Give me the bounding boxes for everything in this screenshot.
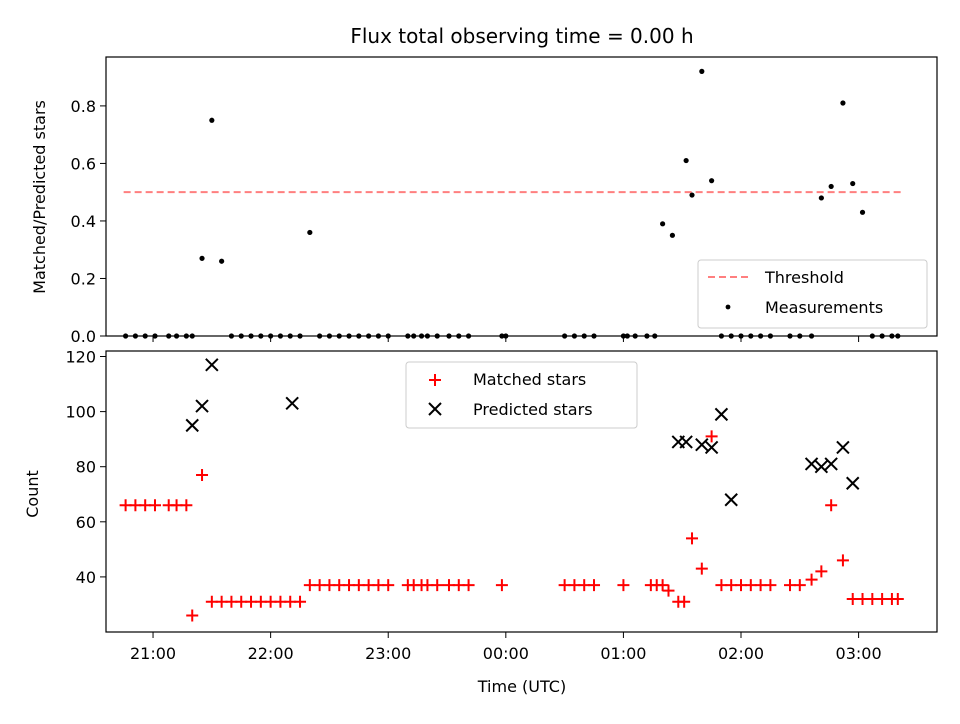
matched-star-point <box>656 579 669 592</box>
measurement-point <box>828 183 834 190</box>
matched-star-point <box>678 595 691 608</box>
top-y-axis-label: Matched/Predicted stars <box>30 100 49 294</box>
measurement-point <box>699 68 705 74</box>
top-y-ticks: 0.0 0.2 0.4 0.6 0.8 <box>71 97 106 346</box>
top-y-tick-label: 0.8 <box>71 97 96 116</box>
predicted-star-point <box>846 476 860 490</box>
matched-star-point <box>588 579 601 592</box>
bottom-plot-frame <box>105 350 938 633</box>
x-tick-label: 21:00 <box>130 644 176 663</box>
measurement-point <box>660 221 666 227</box>
matched-star-point <box>495 579 508 592</box>
matched-star-point <box>148 499 161 512</box>
measurement-point <box>709 178 715 184</box>
x-tick-label: 00:00 <box>483 644 529 663</box>
matched-star-point <box>825 499 838 512</box>
measurement-point <box>840 100 846 106</box>
top-y-tick-label: 0.4 <box>71 212 96 231</box>
bottom-y-axis-label: Count <box>23 470 42 518</box>
matched-star-point <box>686 532 699 545</box>
matched-star-point <box>462 579 475 592</box>
bottom-y-tick-label: 40 <box>76 568 96 587</box>
measurement-point <box>859 209 866 215</box>
top-legend: Threshold Measurements <box>697 259 928 329</box>
predicted-star-point <box>195 399 209 413</box>
x-tick-label: 23:00 <box>365 644 411 663</box>
x-axis-label: Time (UTC) <box>477 677 566 696</box>
measurement-point <box>209 117 215 123</box>
x-tick-label: 22:00 <box>248 644 294 663</box>
top-legend-box <box>697 259 928 329</box>
bottom-y-tick-label: 60 <box>76 513 96 532</box>
matched-star-point <box>431 579 444 592</box>
chart-title: Flux total observing time = 0.00 h <box>350 24 693 48</box>
bottom-legend-box <box>405 361 638 429</box>
measurement-point <box>669 232 676 238</box>
matched-star-point <box>891 592 904 605</box>
predicted-star-point <box>185 418 199 433</box>
measurement-point <box>850 180 856 187</box>
matched-star-point <box>662 584 675 597</box>
predicted-star-point <box>205 358 219 372</box>
matched-star-point <box>196 468 209 481</box>
count-points <box>119 358 904 622</box>
matched-star-point <box>705 430 718 443</box>
matched-star-point <box>815 565 828 578</box>
x-tick-label: 01:00 <box>600 644 646 663</box>
predicted-star-point <box>285 396 299 411</box>
x-tick-label: 03:00 <box>836 644 882 663</box>
predicted-star-point <box>714 407 729 422</box>
predicted-star-point <box>836 440 850 455</box>
measurement-point <box>219 258 225 264</box>
matched-star-point <box>695 562 708 575</box>
predicted-star-point <box>679 435 693 449</box>
top-plot-frame <box>105 56 938 337</box>
top-panel: 0.00.20.40.60.8 Matched/Predicted stars … <box>30 56 938 346</box>
legend-measurement-swatch <box>725 304 731 310</box>
legend-predicted-swatch <box>428 402 442 416</box>
matched-star-point <box>294 595 307 608</box>
top-x-ticks <box>152 336 860 342</box>
matched-star-point <box>382 579 395 592</box>
matched-star-point <box>793 579 806 592</box>
bottom-y-ticks: 40 60 80 100 120 <box>65 348 106 587</box>
legend-matched-swatch <box>429 374 441 386</box>
measurement-point <box>818 195 824 201</box>
measurement-point <box>683 157 689 164</box>
bottom-y-tick-label: 120 <box>65 348 96 367</box>
predicted-star-point <box>814 459 829 474</box>
legend-predicted-label: Predicted stars <box>473 400 593 419</box>
matched-star-point <box>836 554 849 567</box>
measurement-point <box>307 229 313 236</box>
predicted-star-point <box>804 457 819 471</box>
top-y-tick-label: 0.2 <box>71 269 96 288</box>
top-y-tick-label: 0.0 <box>71 327 96 346</box>
bottom-y-tick-label: 100 <box>65 403 96 422</box>
measurement-point <box>199 255 205 261</box>
predicted-star-point <box>724 493 738 507</box>
legend-measurement-label: Measurements <box>765 298 883 317</box>
predicted-star-point <box>695 437 709 452</box>
x-tick-label: 02:00 <box>718 644 764 663</box>
bottom-panel: 40 60 80 100 120 21:00 22:00 23:00 00:00 01:00 02… <box>23 348 938 696</box>
bottom-y-tick-label: 80 <box>76 458 96 477</box>
matched-star-point <box>805 573 818 586</box>
top-y-tick-label: 0.6 <box>71 154 96 173</box>
matched-star-point <box>764 579 777 592</box>
bottom-x-ticks: 21:00 22:00 23:00 00:00 01:00 02:00 03:00 <box>130 632 882 663</box>
measurement-point <box>689 192 695 198</box>
legend-threshold-label: Threshold <box>764 268 844 287</box>
matched-star-point <box>180 499 193 512</box>
matched-star-point <box>617 579 630 592</box>
legend-matched-label: Matched stars <box>473 370 586 389</box>
predicted-star-point <box>704 440 719 455</box>
bottom-legend: Matched stars Predicted stars <box>405 361 638 429</box>
predicted-star-point <box>824 457 838 471</box>
matched-star-point <box>186 609 199 622</box>
